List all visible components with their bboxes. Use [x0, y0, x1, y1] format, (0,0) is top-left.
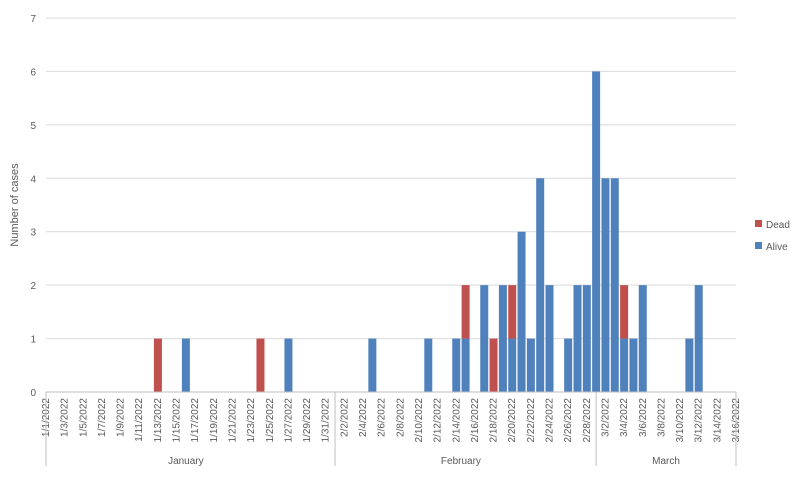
bar-alive — [284, 338, 293, 392]
y-tick-label: 7 — [30, 14, 36, 25]
y-axis-label: Number of cases — [9, 163, 21, 247]
month-label: February — [441, 456, 481, 467]
x-tick-label: 3/2/2022 — [600, 398, 611, 437]
x-tick-label: 2/26/2022 — [563, 398, 574, 443]
x-tick-label: 2/4/2022 — [358, 398, 369, 437]
month-label: January — [168, 456, 204, 467]
bar-alive — [694, 285, 703, 392]
bars — [153, 71, 703, 392]
bar-alive — [601, 178, 610, 392]
x-tick-label: 1/27/2022 — [283, 398, 294, 443]
x-tick-label: 1/3/2022 — [60, 398, 71, 437]
bar-alive — [685, 338, 694, 392]
x-tick-label: 1/5/2022 — [78, 398, 89, 437]
legend-swatch-dead — [755, 220, 762, 227]
bar-dead — [461, 285, 470, 339]
x-tick-label: 3/4/2022 — [619, 398, 630, 437]
bar-alive — [480, 285, 489, 392]
bar-alive — [629, 338, 638, 392]
bar-alive — [498, 285, 507, 392]
x-tick-label: 3/10/2022 — [675, 398, 686, 443]
legend-label-alive: Alive — [766, 242, 788, 253]
x-tick-label: 2/16/2022 — [470, 398, 481, 443]
x-tick-label: 2/22/2022 — [526, 398, 537, 443]
x-tick-label: 1/25/2022 — [265, 398, 276, 443]
x-tick-label: 1/17/2022 — [190, 398, 201, 443]
x-tick-label: 3/14/2022 — [712, 398, 723, 443]
x-tick-label: 1/29/2022 — [302, 398, 313, 443]
x-tick-label: 1/19/2022 — [209, 398, 220, 443]
bar-alive — [508, 338, 517, 392]
x-tick-label: 2/14/2022 — [451, 398, 462, 443]
x-tick-label: 2/2/2022 — [339, 398, 350, 437]
bar-alive — [610, 178, 619, 392]
y-tick-label: 4 — [30, 174, 36, 185]
bar-alive — [181, 338, 190, 392]
bar-dead — [256, 338, 265, 392]
bar-dead — [489, 338, 498, 392]
x-axis-ticks: 1/1/20221/3/20221/5/20221/7/20221/9/2022… — [41, 398, 742, 443]
bar-dead — [508, 285, 517, 339]
x-tick-label: 2/20/2022 — [507, 398, 518, 443]
bar-alive — [620, 338, 629, 392]
x-tick-label: 3/12/2022 — [694, 398, 705, 443]
y-tick-label: 6 — [30, 67, 36, 78]
legend-swatch-alive — [755, 242, 762, 249]
y-tick-label: 1 — [30, 335, 36, 346]
y-tick-label: 0 — [30, 388, 36, 399]
x-tick-label: 2/18/2022 — [489, 398, 500, 443]
legend-label-dead: Dead — [766, 220, 790, 231]
x-tick-label: 1/31/2022 — [321, 398, 332, 443]
y-axis-ticks: 0 1 2 3 4 5 6 7 — [30, 14, 36, 399]
bar-alive — [564, 338, 573, 392]
bar-alive — [573, 285, 582, 392]
x-tick-label: 1/7/2022 — [97, 398, 108, 437]
bar-alive — [536, 178, 545, 392]
x-tick-label: 1/11/2022 — [134, 398, 145, 442]
month-axis: January February March — [45, 392, 737, 467]
bar-alive — [592, 71, 601, 392]
x-tick-label: 2/6/2022 — [377, 398, 388, 437]
bar-alive — [424, 338, 433, 392]
x-tick-label: 3/6/2022 — [638, 398, 649, 437]
bar-alive — [517, 231, 526, 392]
bar-alive — [368, 338, 377, 392]
legend: Dead Alive — [755, 220, 790, 253]
x-tick-label: 1/13/2022 — [153, 398, 164, 443]
x-tick-label: 1/15/2022 — [172, 398, 183, 443]
x-tick-label: 2/8/2022 — [395, 398, 406, 437]
x-tick-label: 2/24/2022 — [545, 398, 556, 443]
gridlines — [46, 17, 736, 393]
bar-alive — [526, 338, 535, 392]
y-tick-label: 5 — [30, 121, 36, 132]
x-tick-label: 2/28/2022 — [582, 398, 593, 443]
bar-alive — [638, 285, 647, 392]
bar-dead — [620, 285, 629, 339]
x-tick-label: 2/12/2022 — [433, 398, 444, 443]
x-tick-label: 1/9/2022 — [116, 398, 127, 437]
bar-alive — [545, 285, 554, 392]
x-tick-label: 3/8/2022 — [656, 398, 667, 437]
month-label: March — [652, 456, 680, 467]
bar-dead — [153, 338, 162, 392]
y-tick-label: 2 — [30, 281, 36, 292]
bar-alive — [461, 338, 470, 392]
x-tick-label: 1/23/2022 — [246, 398, 257, 443]
y-tick-label: 3 — [30, 228, 36, 239]
bar-alive — [452, 338, 461, 392]
x-tick-label: 1/21/2022 — [227, 398, 238, 443]
bar-alive — [582, 285, 591, 392]
x-tick-label: 2/10/2022 — [414, 398, 425, 443]
